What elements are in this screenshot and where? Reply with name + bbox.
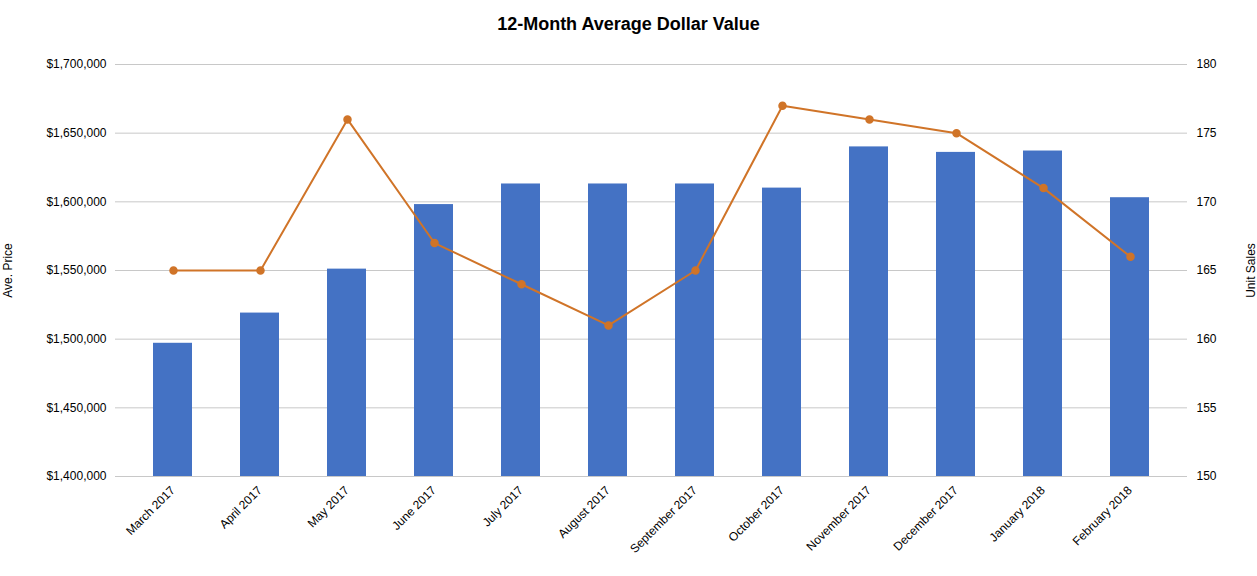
svg-text:165: 165 [1197, 263, 1217, 277]
svg-text:December 2017: December 2017 [891, 483, 962, 554]
svg-text:October 2017: October 2017 [726, 483, 788, 545]
svg-text:September 2017: September 2017 [627, 483, 700, 556]
svg-text:May 2017: May 2017 [305, 483, 352, 530]
svg-text:$1,600,000: $1,600,000 [46, 195, 106, 209]
svg-text:July 2017: July 2017 [480, 483, 526, 529]
svg-text:$1,400,000: $1,400,000 [46, 469, 106, 483]
svg-text:$1,650,000: $1,650,000 [46, 126, 106, 140]
svg-text:August 2017: August 2017 [555, 483, 613, 541]
svg-text:April 2017: April 2017 [217, 483, 265, 531]
svg-text:$1,450,000: $1,450,000 [46, 401, 106, 415]
svg-text:$1,700,000: $1,700,000 [46, 57, 106, 71]
svg-text:160: 160 [1197, 332, 1217, 346]
svg-text:150: 150 [1197, 469, 1217, 483]
svg-text:180: 180 [1197, 57, 1217, 71]
svg-text:175: 175 [1197, 126, 1217, 140]
html-text:12-Month Average Dollar Value: 12-Month Average Dollar Value [497, 14, 760, 34]
svg-text:June 2017: June 2017 [389, 483, 439, 533]
svg-text:Unit Sales: Unit Sales [1244, 243, 1257, 298]
svg-text:February 2018: February 2018 [1070, 483, 1135, 548]
svg-text:$1,500,000: $1,500,000 [46, 332, 106, 346]
svg-text:January 2018: January 2018 [987, 483, 1049, 545]
svg-text:November 2017: November 2017 [804, 483, 875, 554]
svg-text:155: 155 [1197, 401, 1217, 415]
svg-text:170: 170 [1197, 195, 1217, 209]
svg-text:March 2017: March 2017 [123, 483, 178, 538]
svg-text:Ave. Price: Ave. Price [1, 243, 15, 298]
svg-text:$1,550,000: $1,550,000 [46, 263, 106, 277]
